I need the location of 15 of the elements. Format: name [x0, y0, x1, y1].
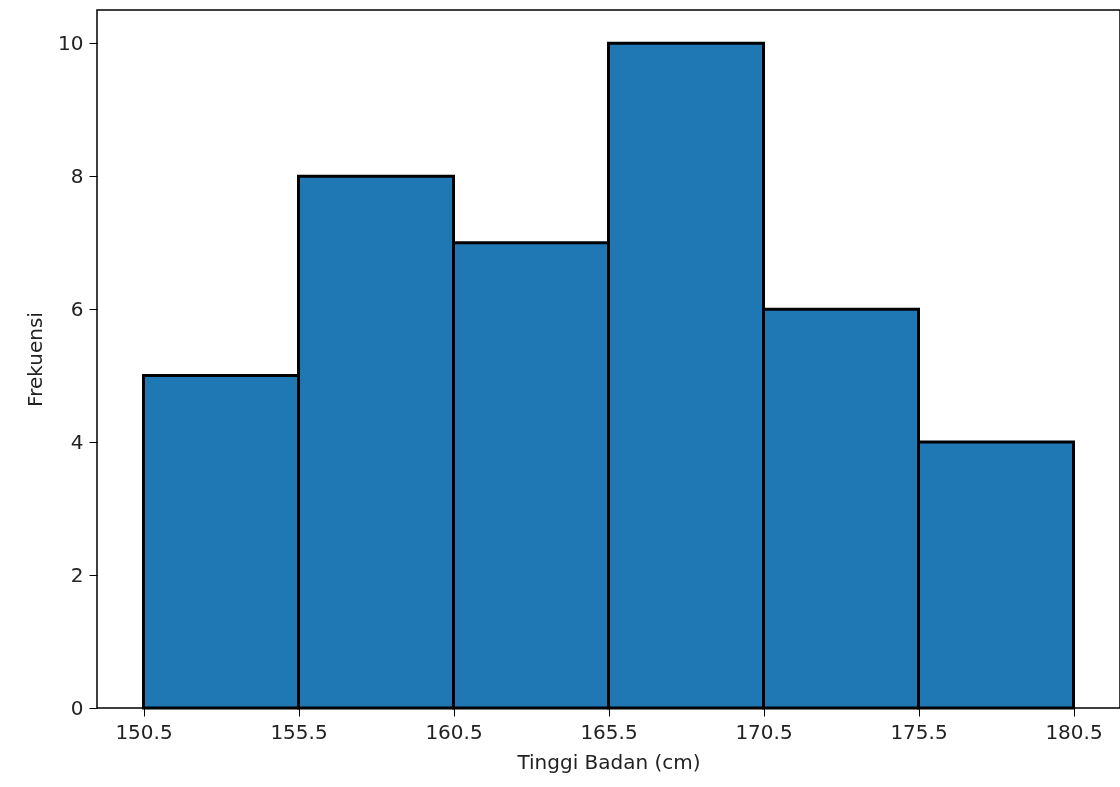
- x-tick-label: 155.5: [270, 719, 328, 744]
- y-tick-label: 10: [58, 30, 84, 55]
- x-tick-label: 170.5: [735, 719, 793, 744]
- x-tick-label: 175.5: [890, 719, 948, 744]
- y-tick-label: 4: [70, 429, 84, 454]
- y-tick-label: 2: [70, 562, 84, 587]
- x-axis-title: Tinggi Badan (cm): [516, 749, 701, 774]
- y-tick-label: 6: [70, 296, 84, 321]
- y-tick-label: 8: [70, 163, 84, 188]
- y-axis-title: Frekuensi: [23, 312, 48, 407]
- x-tick-label: 180.5: [1045, 719, 1103, 744]
- x-tick-label: 160.5: [425, 719, 483, 744]
- x-tick-label: 150.5: [115, 719, 173, 744]
- x-tick-label: 165.5: [580, 719, 638, 744]
- y-tick-label: 0: [70, 695, 84, 720]
